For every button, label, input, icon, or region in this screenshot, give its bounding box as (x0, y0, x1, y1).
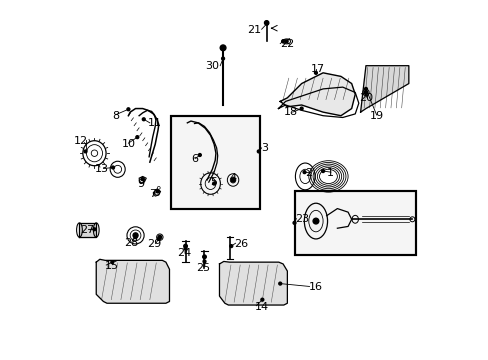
Circle shape (111, 261, 114, 264)
Polygon shape (360, 66, 408, 112)
Circle shape (303, 171, 305, 174)
Text: 3: 3 (261, 143, 268, 153)
Text: 24: 24 (176, 248, 190, 258)
Circle shape (198, 154, 201, 157)
Text: 21: 21 (247, 25, 261, 35)
Circle shape (93, 228, 96, 231)
Text: 23: 23 (295, 214, 309, 224)
Text: 9: 9 (137, 179, 144, 189)
Text: 17: 17 (310, 64, 324, 74)
Circle shape (300, 107, 303, 110)
Circle shape (364, 87, 366, 90)
Text: 1: 1 (326, 168, 333, 178)
Circle shape (229, 245, 232, 248)
Text: 13: 13 (95, 164, 109, 174)
Text: 30: 30 (205, 61, 219, 71)
Circle shape (278, 282, 281, 285)
Text: 19: 19 (369, 111, 383, 121)
Circle shape (142, 118, 145, 121)
Text: 7: 7 (148, 189, 156, 199)
Circle shape (84, 150, 87, 153)
Text: 16: 16 (308, 282, 322, 292)
Polygon shape (80, 223, 96, 237)
Text: 27: 27 (80, 225, 94, 235)
Circle shape (136, 136, 139, 139)
Text: 18: 18 (284, 107, 297, 117)
Text: 2: 2 (305, 168, 312, 178)
Text: 5: 5 (210, 177, 217, 187)
Circle shape (183, 244, 187, 248)
Circle shape (156, 190, 159, 193)
Circle shape (314, 71, 317, 74)
Circle shape (212, 182, 215, 185)
Text: 8: 8 (112, 111, 119, 121)
Circle shape (265, 22, 268, 25)
Bar (171, 116, 259, 208)
Circle shape (203, 255, 206, 258)
Circle shape (133, 233, 138, 238)
Text: 22: 22 (280, 39, 294, 49)
Text: 25: 25 (195, 262, 209, 273)
Circle shape (364, 91, 366, 94)
Text: 14: 14 (255, 302, 269, 312)
Circle shape (321, 170, 324, 172)
Text: 26: 26 (234, 239, 248, 249)
Circle shape (231, 179, 234, 181)
Circle shape (221, 57, 224, 60)
Text: 12: 12 (74, 136, 88, 146)
Circle shape (127, 108, 130, 111)
Text: 15: 15 (105, 261, 119, 271)
Text: 4: 4 (229, 173, 236, 183)
Circle shape (184, 247, 186, 250)
Circle shape (157, 238, 160, 240)
Bar (294, 191, 415, 255)
Circle shape (261, 298, 263, 301)
Circle shape (141, 178, 144, 181)
Circle shape (220, 45, 225, 51)
Text: 10: 10 (121, 139, 135, 149)
Circle shape (134, 236, 137, 239)
Circle shape (364, 91, 367, 94)
Polygon shape (280, 73, 354, 116)
Text: 11: 11 (148, 118, 162, 128)
Circle shape (230, 178, 235, 182)
Text: 6: 6 (191, 154, 198, 163)
Circle shape (264, 21, 268, 25)
Circle shape (257, 150, 260, 153)
Circle shape (312, 218, 318, 224)
Polygon shape (96, 259, 169, 303)
Text: 28: 28 (123, 238, 138, 248)
Circle shape (111, 166, 114, 169)
Polygon shape (219, 261, 287, 305)
Circle shape (203, 260, 205, 263)
Circle shape (292, 221, 295, 224)
Bar (294, 191, 415, 255)
Circle shape (281, 40, 284, 43)
Text: 20: 20 (358, 93, 372, 103)
Text: 29: 29 (147, 239, 161, 249)
Circle shape (158, 235, 162, 239)
Bar (171, 116, 259, 208)
Circle shape (285, 40, 287, 43)
